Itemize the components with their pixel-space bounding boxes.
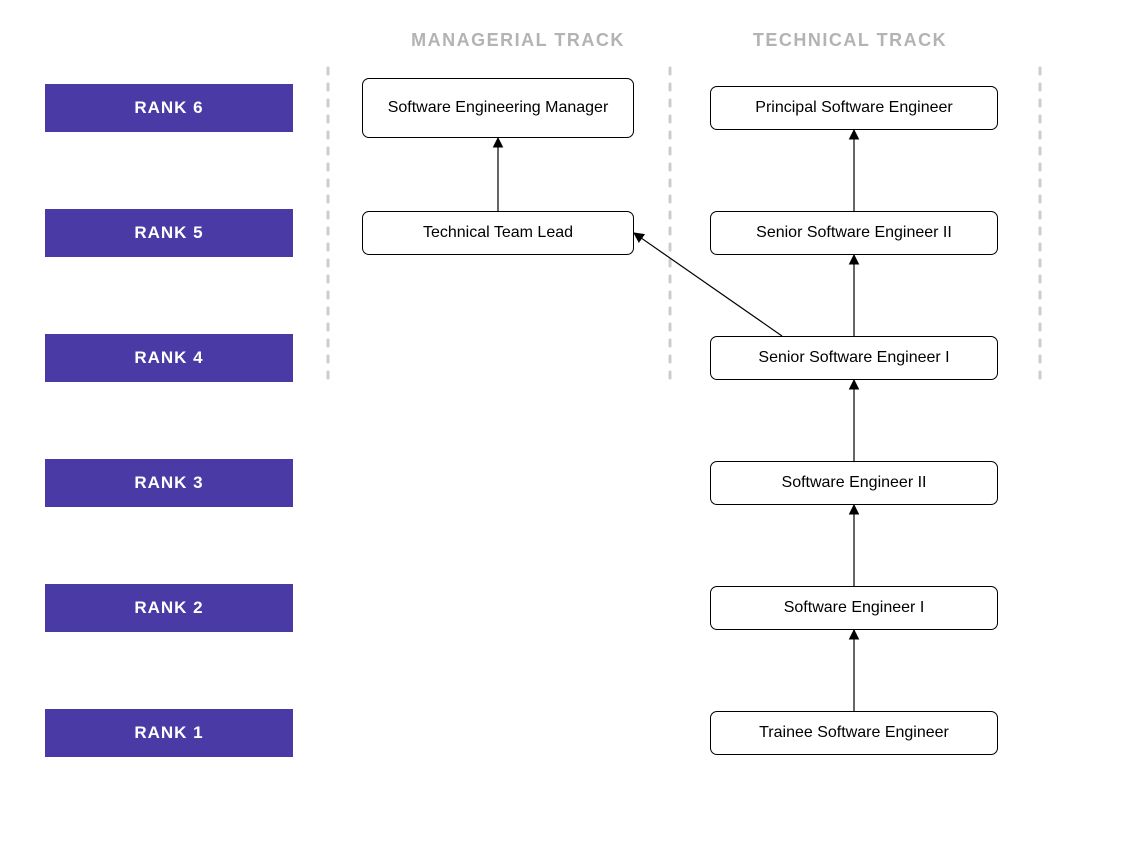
rank-box-6: RANK 6	[45, 84, 293, 132]
role-se1: Software Engineer I	[710, 586, 998, 630]
track-header-managerial: MANAGERIAL TRACK	[388, 30, 648, 51]
rank-box-2: RANK 2	[45, 584, 293, 632]
track-header-technical: TECHNICAL TRACK	[720, 30, 980, 51]
role-sse2: Senior Software Engineer II	[710, 211, 998, 255]
role-sse1: Senior Software Engineer I	[710, 336, 998, 380]
rank-box-1: RANK 1	[45, 709, 293, 757]
role-tech-lead: Technical Team Lead	[362, 211, 634, 255]
role-se2: Software Engineer II	[710, 461, 998, 505]
rank-box-5: RANK 5	[45, 209, 293, 257]
role-principal: Principal Software Engineer	[710, 86, 998, 130]
rank-box-3: RANK 3	[45, 459, 293, 507]
role-trainee: Trainee Software Engineer	[710, 711, 998, 755]
role-sw-eng-mgr: Software Engineering Manager	[362, 78, 634, 138]
rank-box-4: RANK 4	[45, 334, 293, 382]
career-ladder-diagram: { "diagram": { "type": "flowchart", "bac…	[0, 0, 1124, 862]
